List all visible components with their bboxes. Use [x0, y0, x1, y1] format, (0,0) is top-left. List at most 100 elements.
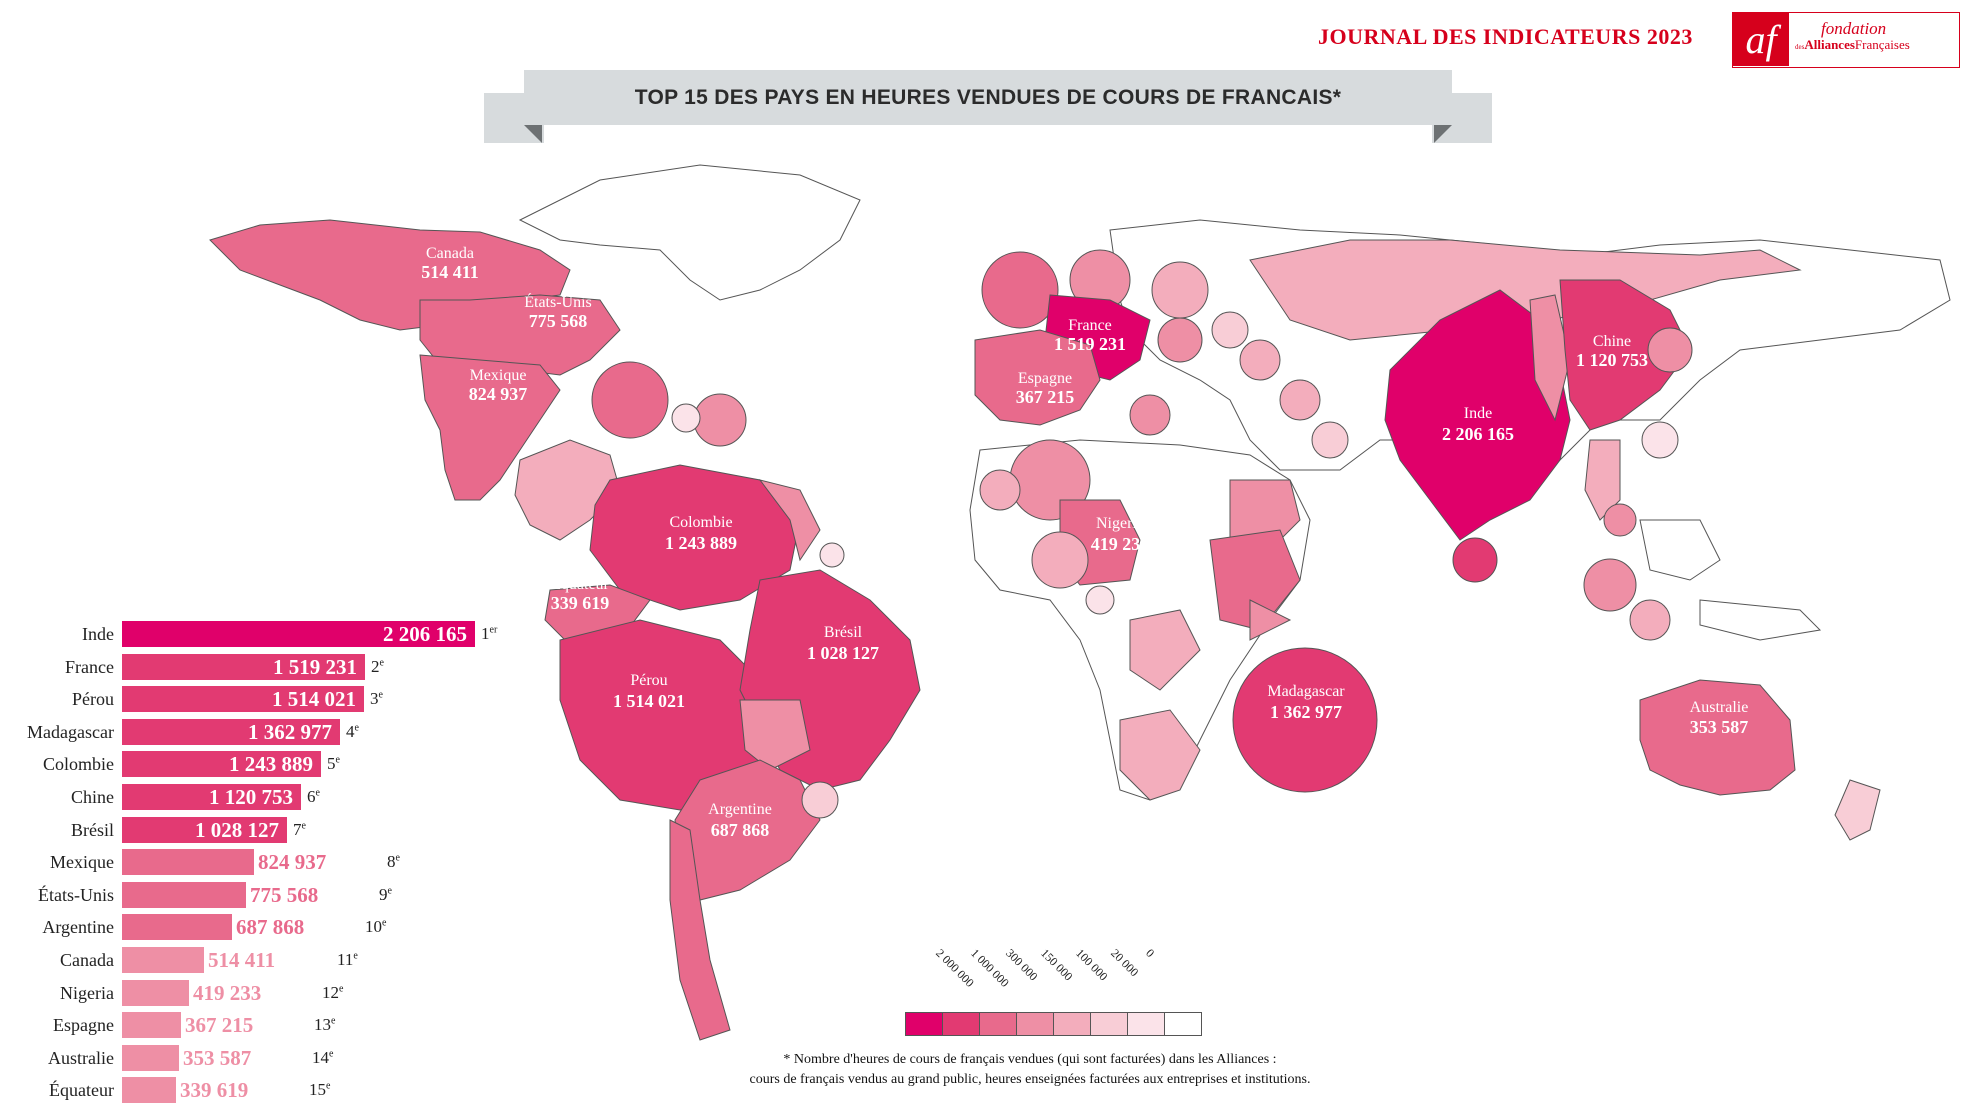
ranking-country: Nigeria: [60, 982, 114, 1003]
ranking-value: 2 206 165: [383, 622, 467, 646]
region-chine: [1559, 279, 1691, 431]
ranking-value: 367 215: [185, 1013, 254, 1038]
region-inde: [1384, 289, 1571, 541]
ranking-country: Colombie: [43, 754, 114, 775]
ranking-bar: [122, 881, 246, 908]
legend-swatch: [1016, 1012, 1054, 1036]
ranking-row: Nigeria 419 233 12e: [60, 979, 343, 1006]
ranking-country: Brésil: [71, 819, 114, 840]
journal-title: JOURNAL DES INDICATEURS 2023: [1318, 24, 1693, 49]
ranking-rank-suffix: e: [331, 1015, 336, 1027]
ranking-value: 775 568: [250, 882, 319, 907]
logo-af-mark: af: [1733, 12, 1789, 66]
ranking-value: 339 619: [180, 1078, 249, 1103]
footnote-line-1: * Nombre d'heures de cours de français v…: [783, 1052, 1277, 1067]
region-korea: [1647, 327, 1693, 373]
region-new-zealand: [1834, 779, 1881, 841]
map-label-name: Canada: [426, 245, 474, 262]
ranking-row: États-Unis 775 568 9e: [38, 881, 392, 908]
ranking-row: Brésil 1 028 127 7e: [71, 816, 306, 843]
ranking-rank-number: 10: [365, 917, 382, 937]
ranking-position: 15e: [309, 1080, 330, 1100]
ranking-value: 1 514 021: [272, 687, 356, 712]
ranking-country: Argentine: [42, 917, 114, 938]
region-africa-w1: [979, 469, 1021, 511]
region-mideast-2: [1311, 421, 1349, 459]
region-kenya: [1209, 529, 1301, 631]
ranking-rank-suffix: e: [354, 722, 359, 734]
map-label-value: 2 206 165: [1442, 424, 1514, 444]
region-espagne: [974, 329, 1101, 426]
region-australie: [1639, 679, 1796, 796]
ranking-country: Pérou: [72, 689, 114, 710]
map-label-value: 419 233: [1091, 534, 1150, 554]
ranking-row: France 1 519 231 2e: [65, 653, 384, 680]
region-bolivie: [739, 699, 811, 771]
ranking-rank-suffix: e: [326, 1080, 331, 1092]
ranking-rank-suffix: e: [339, 982, 344, 994]
region-guyane: [819, 542, 845, 568]
ranking-country: Équateur: [49, 1080, 114, 1101]
legend-swatch: [1127, 1012, 1165, 1036]
region-italie: [1129, 394, 1171, 436]
ranking-position: 4e: [346, 722, 359, 742]
region-africa-w2: [1031, 531, 1089, 589]
map-label-value: 1 362 977: [1270, 702, 1342, 722]
ranking-bar: [122, 914, 232, 941]
region-mexique: [419, 354, 561, 501]
ranking-rank-suffix: e: [378, 689, 383, 701]
ranking-rank-number: 3: [370, 689, 379, 709]
region-vietnam: [1603, 503, 1637, 537]
ranking-row: Pérou 1 514 021 3e: [72, 686, 383, 713]
map-label-name: Madagascar: [1267, 683, 1345, 700]
ranking-rank-number: 2: [371, 656, 380, 676]
ranking-value: 514 411: [208, 948, 276, 972]
ranking-row: Argentine 687 868 10e: [42, 914, 386, 941]
ranking-row: Australie 353 587 14e: [48, 1044, 333, 1071]
map-label-name: Mexique: [470, 367, 527, 384]
ranking-rank-number: 6: [307, 787, 316, 806]
ranking-position: 13e: [314, 1015, 335, 1035]
ranking-country: Canada: [60, 950, 114, 970]
ranking-value: 1 362 977: [248, 719, 332, 744]
ranking-row: Espagne 367 215 13e: [53, 1012, 335, 1039]
fondation-logo: af fondation desAlliancesFrançaises: [1732, 12, 1960, 68]
map-label-value: 824 937: [469, 384, 528, 404]
legend-swatch: [1090, 1012, 1128, 1036]
map-label-name: Équateur: [551, 574, 609, 593]
ranking-row: Madagascar 1 362 977 4e: [27, 718, 359, 745]
map-label-value: 339 619: [551, 593, 610, 613]
ranking-rank-number: 5: [327, 754, 336, 774]
map-label-value: 687 868: [711, 820, 770, 840]
map-labels: Canada 514 411 États-Unis 775 568 Mexiqu…: [421, 245, 1748, 840]
ranking-bar: [122, 718, 340, 745]
region-caribbean-1: [591, 361, 669, 439]
ranking-country: Espagne: [53, 1015, 114, 1036]
ranking-row: Inde 2 206 165 1er: [82, 621, 497, 647]
ranking-rank-suffix: e: [353, 950, 358, 962]
choropleth-regions: [209, 219, 1881, 1041]
map-label-name: États-Unis: [524, 292, 592, 311]
ranking-position: 7e: [293, 820, 306, 840]
ranking-row: Équateur 339 619 15e: [49, 1077, 330, 1104]
map-label-name: France: [1068, 317, 1112, 334]
ranking-bar: [122, 979, 189, 1006]
ranking-position: 6e: [307, 787, 320, 807]
ranking-rank-suffix: e: [379, 656, 384, 668]
region-uruguay: [801, 781, 839, 819]
ranking-country: Madagascar: [27, 721, 114, 742]
region-europe-d: [1239, 339, 1281, 381]
map-label-name: Argentine: [708, 801, 772, 818]
region-philippines: [1629, 599, 1671, 641]
map-label-name: Australie: [1690, 699, 1749, 716]
region-congo: [1129, 609, 1201, 691]
ranking-bar: [122, 816, 287, 843]
region-asia-mid: [1529, 294, 1571, 422]
legend-swatch: [1164, 1012, 1202, 1036]
map-label-value: 1 120 753: [1576, 350, 1648, 370]
ranking-rank-suffix: e: [329, 1048, 334, 1060]
ranking-position: 14e: [312, 1048, 333, 1068]
region-europe-a: [1151, 261, 1209, 319]
ranking-rank-suffix: e: [387, 885, 392, 897]
footnote-line-2: cours de français vendus au grand public…: [749, 1072, 1311, 1087]
